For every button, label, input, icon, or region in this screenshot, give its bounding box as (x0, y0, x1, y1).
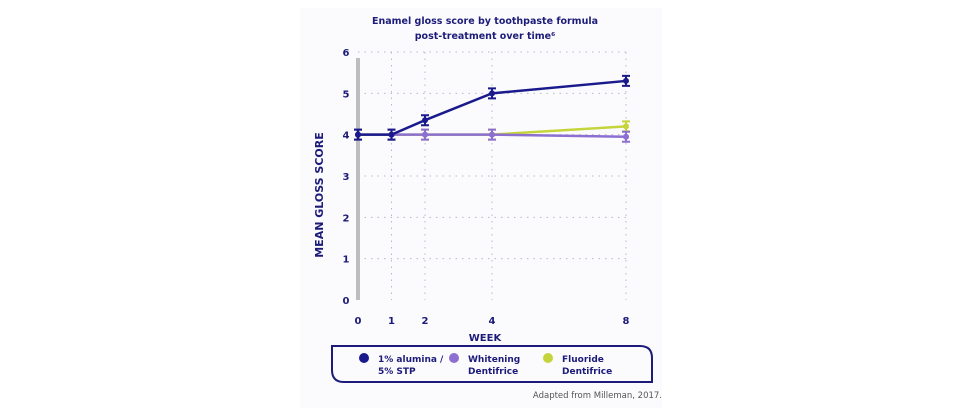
data-point (422, 131, 428, 138)
legend-box (331, 345, 653, 383)
y-tick-label: 6 (343, 48, 350, 59)
y-axis-line (356, 58, 360, 300)
x-axis-label: WEEK (469, 333, 503, 344)
x-tick-label: 4 (489, 316, 496, 327)
y-tick-label: 0 (343, 296, 350, 307)
source-note: Adapted from Milleman, 2017. (533, 391, 662, 401)
legend-label: Fluoride (562, 355, 604, 365)
y-tick-label: 5 (343, 89, 350, 100)
legend-label: 5% STP (378, 367, 416, 377)
x-tick-label: 1 (388, 316, 395, 327)
data-point (388, 131, 395, 138)
chart-title: Enamel gloss score by toothpaste formula (372, 16, 598, 27)
data-point (623, 123, 629, 130)
y-tick-label: 3 (343, 172, 350, 183)
y-axis-label: MEAN GLOSS SCORE (313, 132, 326, 258)
legend-marker (543, 353, 553, 363)
y-tick-label: 4 (343, 131, 350, 142)
data-point (489, 131, 495, 138)
y-tick-label: 1 (343, 255, 350, 266)
legend-label: 1% alumina / (378, 355, 444, 365)
chart-panel (300, 8, 662, 408)
legend-label: Dentifrice (562, 367, 612, 377)
x-tick-label: 2 (422, 316, 429, 327)
legend-label: Dentifrice (468, 367, 518, 377)
legend-marker (359, 353, 369, 363)
data-point (623, 133, 629, 140)
data-point (422, 117, 428, 124)
x-tick-label: 8 (623, 316, 630, 327)
data-point (623, 77, 629, 84)
legend-marker (449, 353, 459, 363)
data-point (489, 90, 495, 97)
y-tick-label: 2 (343, 213, 350, 224)
chart-subtitle: post-treatment over time⁶ (415, 31, 556, 42)
data-point (355, 131, 361, 138)
x-tick-label: 0 (355, 316, 362, 327)
legend-label: Whitening (468, 355, 520, 365)
